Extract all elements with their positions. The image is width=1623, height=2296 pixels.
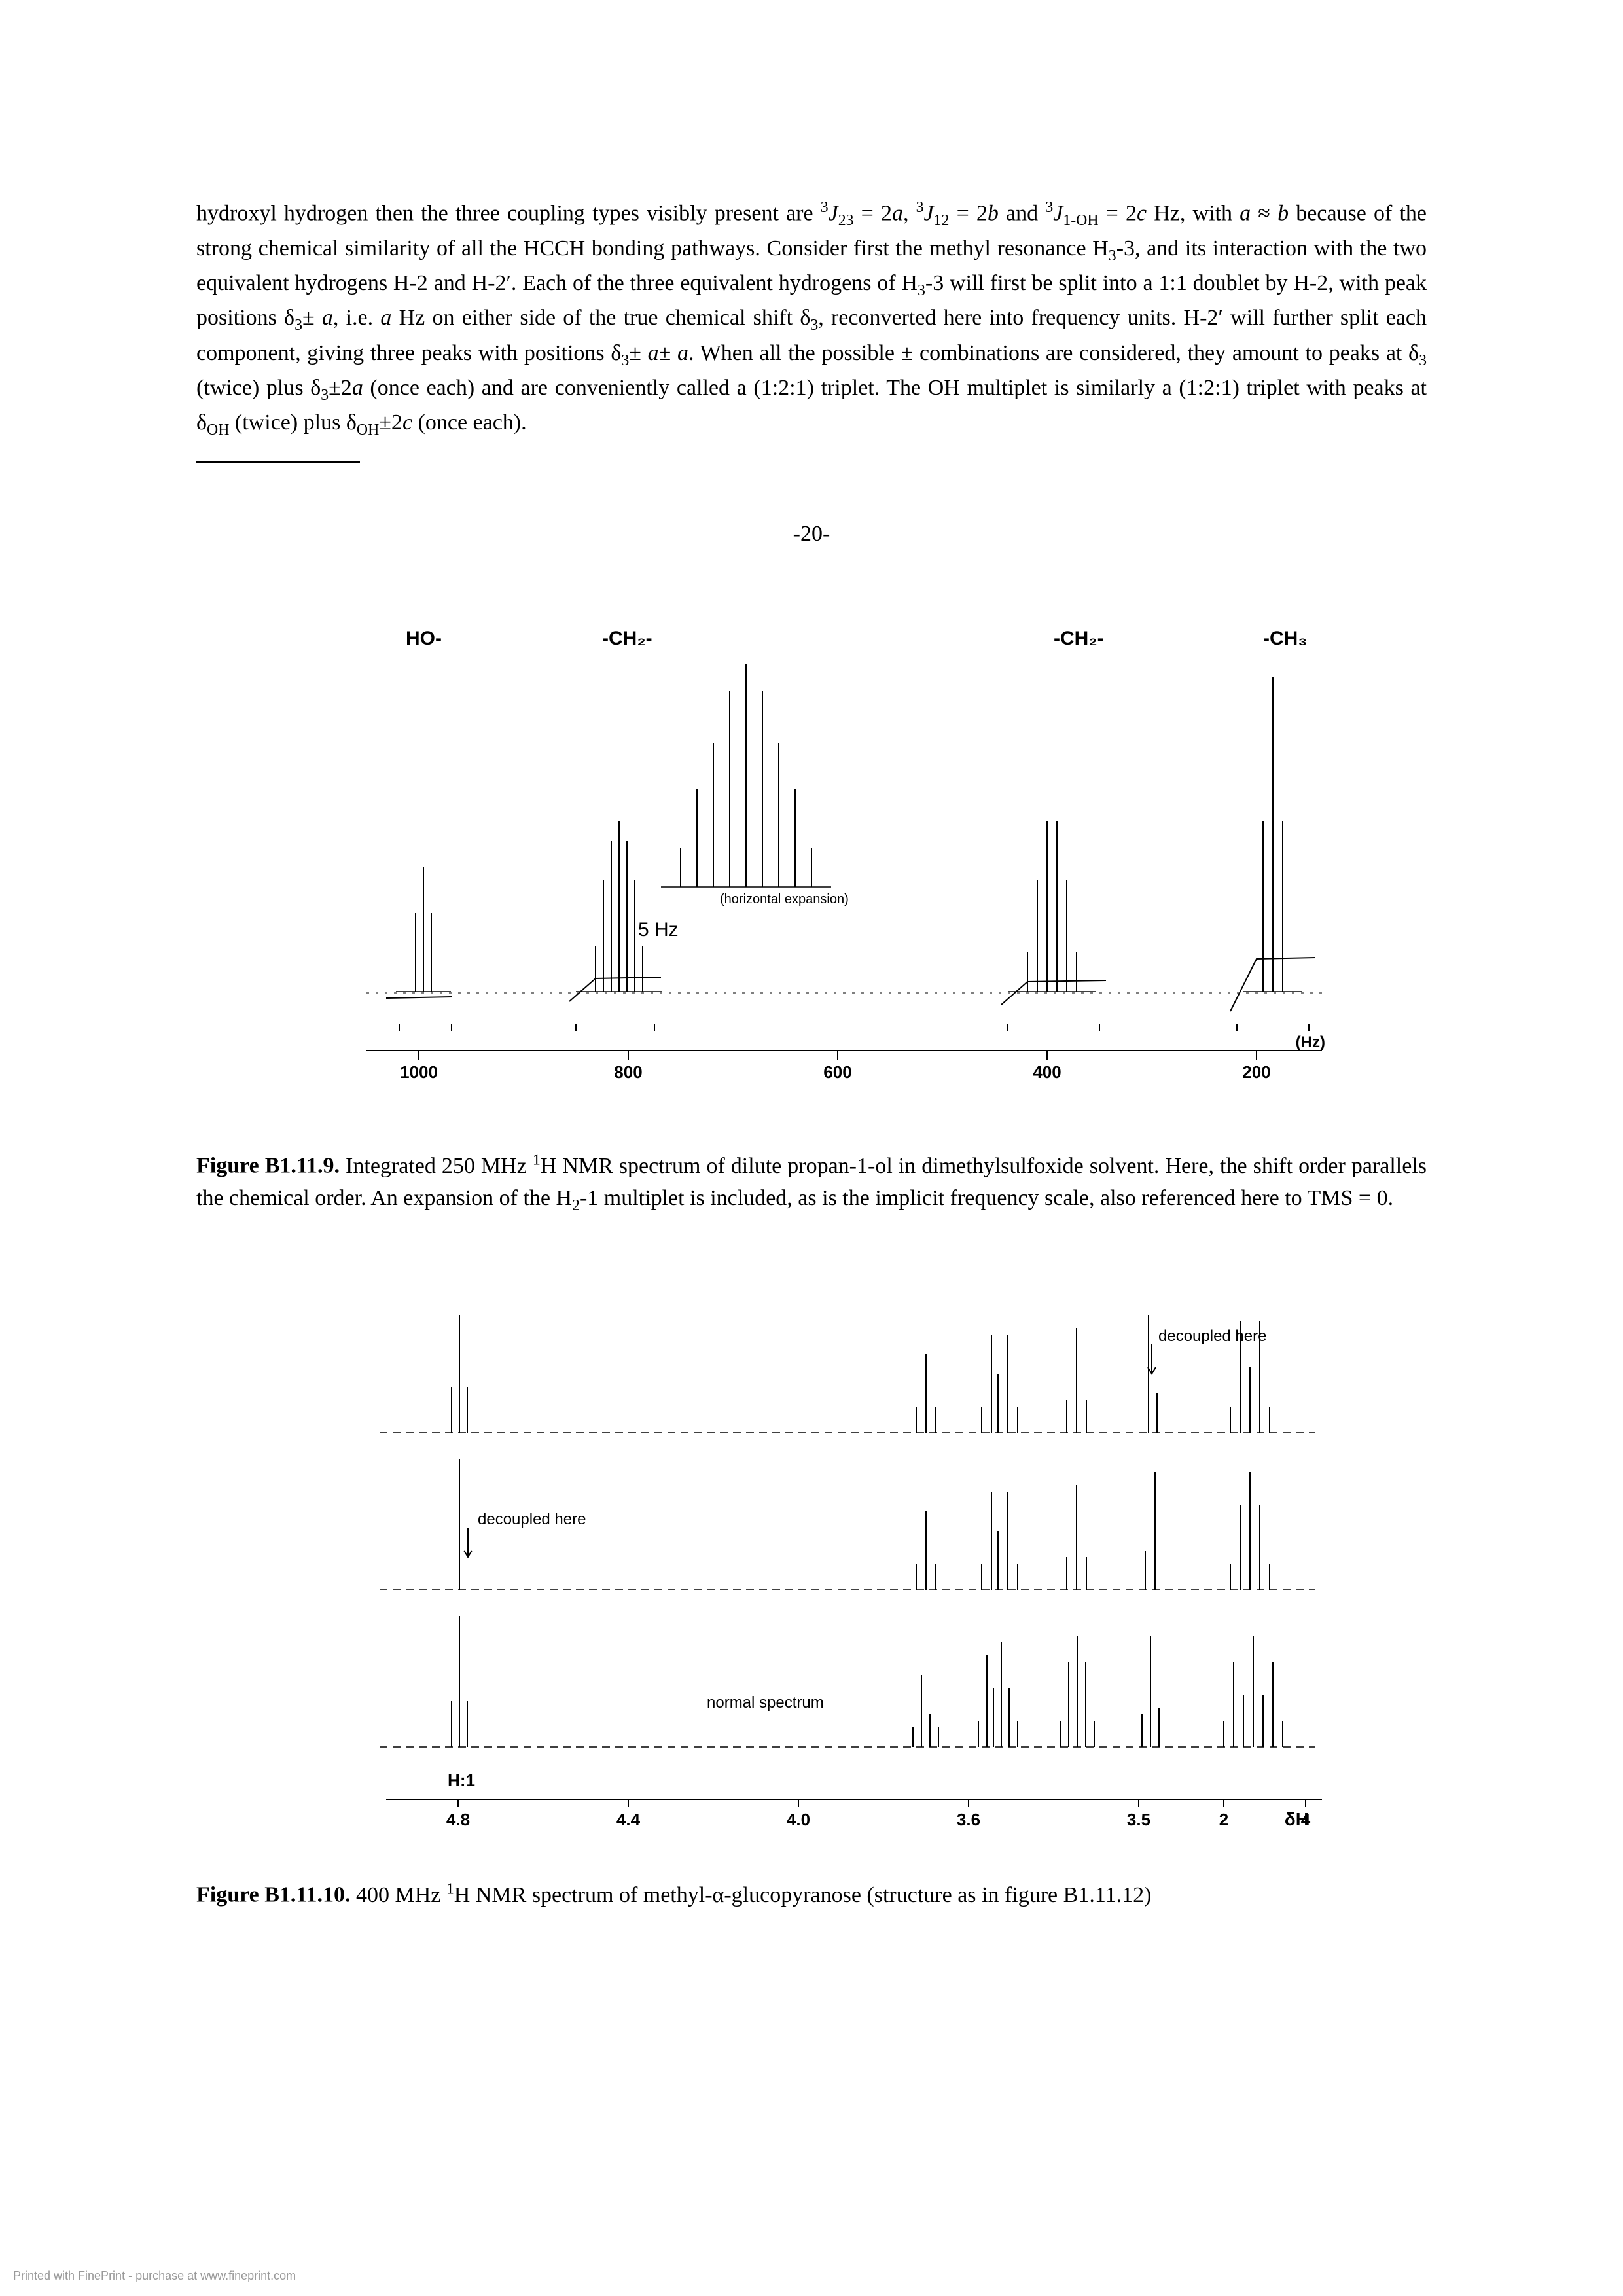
page-content: hydroxyl hydrogen then the three couplin… bbox=[196, 196, 1427, 1911]
spacer bbox=[196, 1217, 1427, 1269]
figure-b1-11-10: decoupled here decoupled here normal spect… bbox=[288, 1269, 1335, 1858]
svg-text:2: 2 bbox=[1219, 1810, 1228, 1829]
svg-text:800: 800 bbox=[614, 1062, 642, 1082]
svg-text:3.5: 3.5 bbox=[1127, 1810, 1150, 1829]
svg-text:(horizontal expansion): (horizontal expansion) bbox=[720, 892, 849, 906]
figure-b1-11-9-caption: Figure B1.11.9. Integrated 250 MHz 1H NM… bbox=[196, 1149, 1427, 1217]
svg-text:1000: 1000 bbox=[400, 1062, 438, 1082]
svg-text:400: 400 bbox=[1033, 1062, 1061, 1082]
svg-text:-CH₂-: -CH₂- bbox=[602, 628, 652, 649]
svg-text:decoupled here: decoupled here bbox=[478, 1511, 586, 1528]
svg-text:(Hz): (Hz) bbox=[1296, 1033, 1325, 1051]
svg-text:δH: δH bbox=[1285, 1809, 1309, 1829]
svg-text:4.0: 4.0 bbox=[787, 1810, 810, 1829]
svg-text:200: 200 bbox=[1242, 1062, 1270, 1082]
svg-text:normal spectrum: normal spectrum bbox=[707, 1694, 824, 1712]
footnote-rule bbox=[196, 461, 360, 463]
svg-text:-CH₂-: -CH₂- bbox=[1054, 628, 1104, 649]
page-number: -20- bbox=[196, 522, 1427, 547]
svg-text:3.6: 3.6 bbox=[957, 1810, 980, 1829]
svg-text:decoupled here: decoupled here bbox=[1158, 1327, 1266, 1345]
figure-caption-text: 400 MHz 1H NMR spectrum of methyl-α-gluc… bbox=[351, 1883, 1152, 1907]
figure-b1-11-10-caption: Figure B1.11.10. 400 MHz 1H NMR spectrum… bbox=[196, 1878, 1427, 1911]
figure-label: Figure B1.11.10. bbox=[196, 1883, 351, 1907]
svg-text:-CH₃: -CH₃ bbox=[1263, 628, 1307, 649]
svg-text:600: 600 bbox=[823, 1062, 851, 1082]
svg-text:5 Hz: 5 Hz bbox=[638, 919, 679, 941]
svg-text:H:1: H:1 bbox=[448, 1770, 475, 1790]
svg-text:4.8: 4.8 bbox=[446, 1810, 470, 1829]
footer-note: Printed with FinePrint - purchase at www… bbox=[13, 2269, 296, 2283]
figure-b1-11-9: 1000 800 600 400 200 (Hz) HO- -CH₂- -CH₂- -CH₃ 5 H… bbox=[288, 605, 1335, 1129]
svg-text:4.4: 4.4 bbox=[616, 1810, 641, 1829]
svg-text:HO-: HO- bbox=[406, 628, 442, 649]
figure-caption-text: Integrated 250 MHz 1H NMR spectrum of di… bbox=[196, 1154, 1427, 1210]
body-paragraph: hydroxyl hydrogen then the three couplin… bbox=[196, 196, 1427, 441]
figure-label: Figure B1.11.9. bbox=[196, 1154, 340, 1178]
